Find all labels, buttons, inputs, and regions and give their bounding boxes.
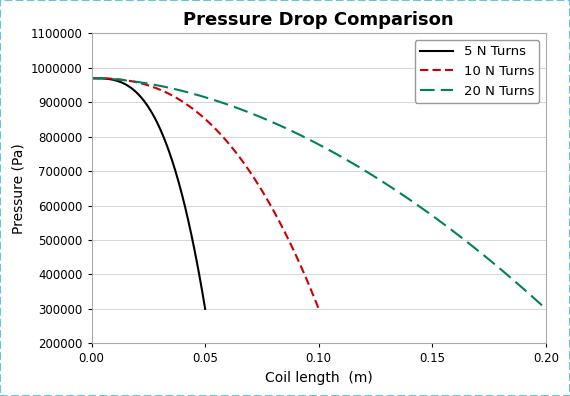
5 N Turns — [202, 307, 209, 311]
10 N Turns — [223, 139, 230, 144]
5 N Turns — [88, 76, 95, 80]
10 N Turns — [274, 216, 281, 221]
5 N Turns — [142, 101, 149, 105]
Line: 20 N Turns: 20 N Turns — [92, 78, 546, 309]
Line: 10 N Turns: 10 N Turns — [92, 78, 319, 309]
20 N Turns — [532, 297, 539, 301]
5 N Turns — [142, 101, 149, 106]
Title: Pressure Drop Comparison: Pressure Drop Comparison — [184, 11, 454, 29]
10 N Turns — [196, 112, 203, 116]
5 N Turns — [149, 112, 156, 117]
5 N Turns — [199, 290, 206, 295]
10 N Turns — [315, 307, 322, 311]
X-axis label: Coil length  (m): Coil length (m) — [265, 371, 373, 385]
10 N Turns — [88, 76, 95, 80]
5 N Turns — [181, 203, 188, 208]
20 N Turns — [359, 166, 365, 171]
10 N Turns — [310, 293, 317, 298]
20 N Turns — [461, 237, 467, 242]
Y-axis label: Pressure (Pa): Pressure (Pa) — [11, 143, 25, 234]
20 N Turns — [304, 136, 311, 141]
20 N Turns — [334, 152, 341, 157]
20 N Turns — [88, 76, 95, 80]
20 N Turns — [543, 307, 549, 311]
10 N Turns — [197, 113, 204, 118]
5 N Turns — [156, 124, 162, 129]
10 N Turns — [211, 126, 218, 130]
Line: 5 N Turns: 5 N Turns — [92, 78, 205, 309]
20 N Turns — [307, 137, 314, 142]
Legend: 5 N Turns, 10 N Turns, 20 N Turns: 5 N Turns, 10 N Turns, 20 N Turns — [415, 40, 539, 103]
